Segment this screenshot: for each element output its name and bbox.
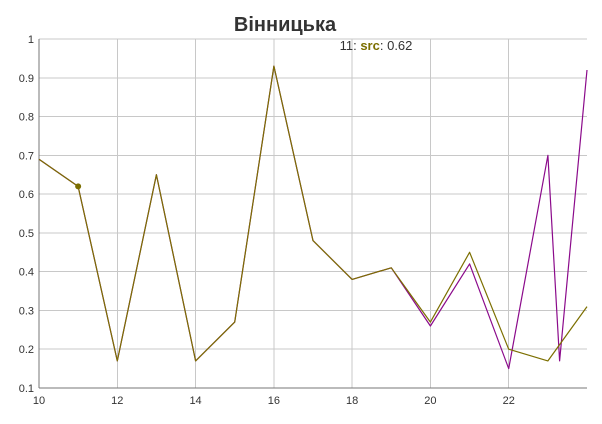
- x-tick-label: 22: [503, 395, 515, 407]
- x-tick-label: 12: [111, 395, 123, 407]
- hover-point: [75, 183, 82, 190]
- x-tick-label: 20: [424, 395, 436, 407]
- y-tick-label: 0.1: [19, 383, 34, 395]
- y-tick-label: 0.2: [19, 344, 34, 356]
- axes: 10 12 14 16 18 20 22 0.1 0.2 0.3 0.4 0.5 0.6 0.7 0.8 0.…: [19, 34, 587, 407]
- x-tick-label: 18: [346, 395, 358, 407]
- grid: [38, 38, 587, 389]
- chart-title: Вінницька: [234, 14, 337, 36]
- x-tick-label: 14: [189, 395, 201, 407]
- series-lines: [38, 65, 588, 370]
- y-tick-label: 0.3: [19, 305, 34, 317]
- hover-x-label: 11:: [340, 38, 357, 53]
- y-tick-label: 0.9: [19, 73, 34, 85]
- y-tick-label: 0.6: [19, 189, 34, 201]
- y-tick-label: 1: [28, 34, 34, 46]
- y-tick-label: 0.7: [19, 150, 34, 162]
- series-line-olive: [38, 65, 588, 362]
- x-tick-label: 16: [268, 395, 280, 407]
- y-tick-label: 0.5: [19, 228, 34, 240]
- y-tick-label: 0.8: [19, 112, 34, 124]
- hover-markers: [75, 183, 82, 190]
- hover-series-name: src: [360, 38, 380, 53]
- series-line-purple: [38, 65, 588, 370]
- hover-readout: 11: src: 0.62: [340, 38, 413, 53]
- hover-value: 0.62: [387, 38, 412, 53]
- y-tick-label: 0.4: [19, 267, 34, 279]
- x-tick-label: 10: [33, 395, 45, 407]
